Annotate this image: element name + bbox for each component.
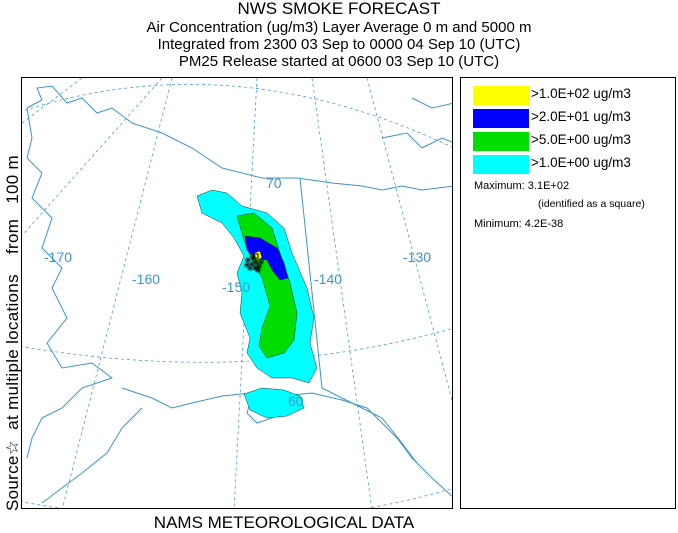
lon-line-170 <box>22 78 163 237</box>
lon-line-160 <box>62 78 173 508</box>
legend-panel: >1.0E+02 ug/m3 >2.0E+01 ug/m3 >5.0E+00 u… <box>460 77 676 509</box>
lon-label-170: -170 <box>44 249 72 265</box>
legend-label: >2.0E+01 ug/m3 <box>531 109 631 124</box>
subtitle-integration-period: Integrated from 2300 03 Sep to 0000 04 S… <box>157 36 521 53</box>
legend-item-4: >1.0E+00 ug/m3 <box>473 155 631 174</box>
subtitle-release-time: PM25 Release started at 0600 03 Sep 10 (… <box>178 53 500 70</box>
legend-swatch-green <box>473 132 529 151</box>
lon-label-130: -130 <box>403 249 431 265</box>
lat-line-60 <box>22 328 452 363</box>
lon-line-180 <box>22 78 83 124</box>
source-star-icon <box>251 264 259 272</box>
lat-label-70: 70 <box>266 175 282 191</box>
source-locations-text: at multiple locations from 100 m <box>3 155 22 440</box>
coastlines <box>26 85 452 504</box>
aleutians <box>26 407 143 504</box>
legend-item-2: >2.0E+01 ug/m3 <box>473 109 631 128</box>
legend-item-1: >1.0E+02 ug/m3 <box>473 86 631 105</box>
arctic-islands <box>381 97 452 149</box>
legend-swatch-blue <box>473 109 529 128</box>
maximum-note: (identified as a square) <box>538 198 645 210</box>
graticule <box>22 78 452 508</box>
lat-line-70 <box>22 83 452 148</box>
minimum-value: Minimum: 4.2E-38 <box>474 218 564 230</box>
legend-swatch-yellow <box>473 86 529 105</box>
map-panel: -170 -160 -150 -140 -130 70 60 <box>21 77 453 509</box>
lon-label-150: -150 <box>222 279 250 295</box>
south-coast <box>121 387 452 497</box>
legend-swatch-cyan <box>473 155 529 174</box>
legend-label: >1.0E+00 ug/m3 <box>531 155 631 170</box>
west-coast <box>26 107 114 419</box>
plume-level-1-south <box>243 387 305 419</box>
source-star-icon <box>255 262 263 270</box>
source-star-icon <box>252 258 260 266</box>
footer-data-source: NAMS METEOROLOGICAL DATA <box>153 513 415 532</box>
legend-item-3: >5.0E+00 ug/m3 <box>473 132 631 151</box>
source-word: Source <box>3 455 22 511</box>
legend-label: >1.0E+02 ug/m3 <box>531 86 631 101</box>
source-star-icon <box>244 256 252 264</box>
lat-line-50 <box>22 488 452 508</box>
legend-label: >5.0E+00 ug/m3 <box>531 132 631 147</box>
page-title: NWS SMOKE FORECAST <box>237 0 441 18</box>
lon-label-160: -160 <box>132 271 160 287</box>
smoke-plume <box>196 189 318 419</box>
subtitle-concentration: Air Concentration (ug/m3) Layer Average … <box>146 19 532 36</box>
alaska-map: -170 -160 -150 -140 -130 70 60 <box>22 78 452 508</box>
source-star-icon <box>249 254 257 262</box>
coordinate-labels: -170 -160 -150 -140 -130 70 60 <box>44 175 431 409</box>
lon-line-140 <box>311 78 373 508</box>
lon-line-130 <box>366 78 452 402</box>
plume-level-3 <box>244 235 289 281</box>
source-star-icon <box>257 258 265 266</box>
source-star-icon: ☆ <box>3 439 22 456</box>
canada-border <box>299 177 353 404</box>
source-star-icon <box>243 261 251 269</box>
source-star-icon <box>254 266 262 274</box>
source-markers <box>243 254 265 274</box>
lon-label-140: -140 <box>314 271 342 287</box>
source-star-icon <box>248 260 256 268</box>
lat-label-60: 60 <box>288 393 304 409</box>
maximum-value: Maximum: 3.1E+02 <box>474 180 570 192</box>
source-star-icon <box>246 264 254 272</box>
north-coast <box>26 85 452 191</box>
panhandle <box>351 402 418 464</box>
